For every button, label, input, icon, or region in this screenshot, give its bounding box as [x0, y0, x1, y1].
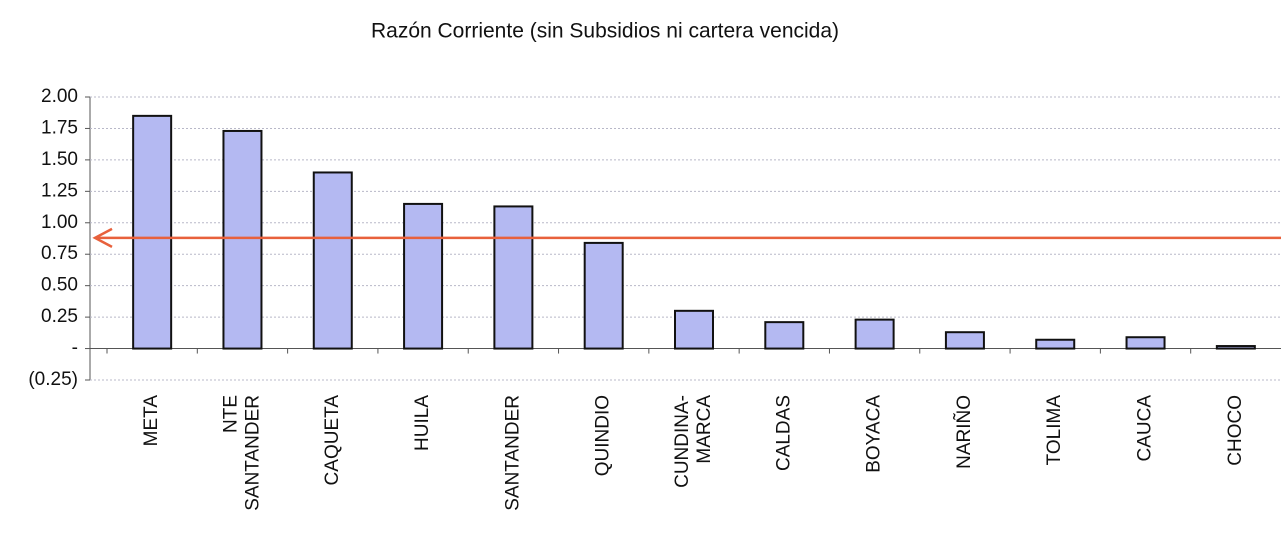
- bar: [1125, 336, 1166, 350]
- y-tick-label: 1.50: [41, 149, 78, 170]
- bar: [854, 318, 895, 350]
- x-tick-label: CUNDINA-MARCA: [672, 395, 715, 488]
- y-tick-label: 0.50: [41, 275, 78, 296]
- bar: [312, 171, 353, 350]
- x-tick-label: SANTANDER: [502, 395, 523, 511]
- y-tick-label: 1.00: [41, 212, 78, 233]
- y-tick-label: 1.75: [41, 117, 78, 138]
- bar: [764, 321, 805, 350]
- bar: [493, 205, 534, 350]
- bar: [1215, 345, 1256, 350]
- x-tick-label: BOYACA: [864, 395, 885, 473]
- x-tick-label: QUINDIO: [593, 395, 614, 476]
- y-tick-label: 1.25: [41, 180, 78, 201]
- x-tick-label: TOLIMA: [1044, 395, 1065, 466]
- y-tick-label: 2.00: [41, 86, 78, 107]
- y-tick-label: (0.25): [28, 369, 78, 390]
- x-tick-label: CHOCO: [1225, 395, 1246, 466]
- y-tick-label: 0.25: [41, 306, 78, 327]
- bar: [132, 114, 173, 350]
- bar: [944, 331, 985, 350]
- x-tick-label: CAQUETA: [322, 395, 343, 486]
- x-tick-label: META: [141, 395, 162, 447]
- bar: [674, 309, 714, 350]
- y-tick-label: 0.75: [41, 243, 78, 264]
- bar: [1035, 338, 1076, 350]
- x-tick-label: HUILA: [412, 395, 433, 451]
- bar: [403, 202, 444, 350]
- bar: [222, 129, 263, 350]
- x-tick-label: NARIÑO: [953, 395, 975, 469]
- bar: [583, 241, 624, 350]
- x-tick-label: NTESANTANDER: [220, 395, 263, 511]
- chart-title: Razón Corriente (sin Subsidios ni carter…: [371, 20, 839, 43]
- x-tick-label: CAUCA: [1135, 395, 1156, 462]
- y-tick-label: -: [72, 338, 78, 359]
- x-tick-label: CALDAS: [773, 395, 794, 471]
- reference-arrow: [92, 227, 113, 248]
